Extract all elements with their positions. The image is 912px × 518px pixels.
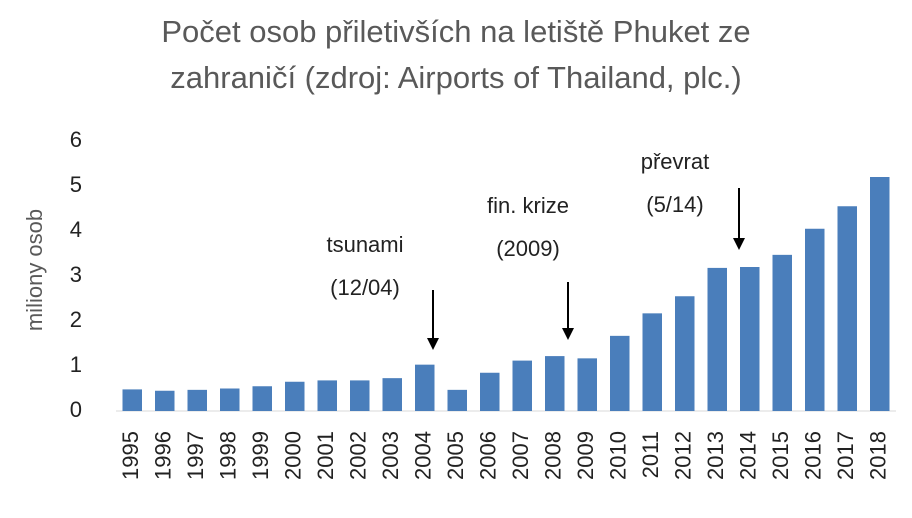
y-tick-label: 2 [70, 307, 82, 332]
annotation-text: převrat [641, 149, 709, 174]
bar [707, 267, 727, 411]
bar [122, 389, 142, 411]
annotation-arrowhead [427, 338, 439, 350]
bar [675, 296, 695, 411]
bar [837, 206, 857, 411]
x-tick-label: 2011 [638, 431, 663, 478]
x-tick-label: 2008 [541, 431, 566, 480]
x-tick-label: 2012 [671, 431, 696, 480]
bar [610, 335, 630, 411]
x-tick-label: 2014 [736, 431, 761, 480]
bar [642, 313, 662, 411]
chart-title: zahraničí (zdroj: Airports of Thailand, … [170, 60, 741, 95]
bar [252, 386, 272, 411]
x-tick-label: 2002 [346, 431, 371, 480]
bar [350, 380, 370, 411]
bar [220, 388, 240, 411]
bar [480, 372, 500, 411]
x-tick-label: 2017 [833, 431, 858, 480]
x-tick-label: 1996 [151, 431, 176, 480]
x-tick-label: 2016 [801, 431, 826, 480]
x-tick-label: 2010 [606, 431, 631, 480]
annotation-text: (2009) [496, 236, 560, 261]
x-tick-label: 1998 [216, 431, 241, 480]
x-tick-label: 1997 [183, 431, 208, 480]
y-tick-label: 6 [70, 127, 82, 152]
x-tick-label: 2013 [703, 431, 728, 480]
x-tick-label: 2004 [411, 431, 436, 480]
y-tick-label: 1 [70, 352, 82, 377]
bar [415, 364, 435, 411]
bar [512, 360, 532, 411]
x-tick-label: 2007 [508, 431, 533, 480]
bar [870, 177, 890, 411]
y-tick-label: 0 [70, 397, 82, 422]
bar [317, 380, 337, 411]
bar [382, 378, 402, 411]
bar [740, 267, 760, 411]
x-tick-label: 2001 [313, 431, 338, 480]
y-tick-label: 4 [70, 217, 82, 242]
bar [285, 381, 305, 411]
y-tick-label: 5 [70, 172, 82, 197]
bar [805, 228, 825, 411]
bar [447, 389, 467, 411]
bar [187, 389, 207, 411]
annotation-text: tsunami [326, 232, 403, 257]
x-tick-label: 2006 [476, 431, 501, 480]
bar [772, 254, 792, 411]
annotation-arrowhead [562, 328, 574, 340]
x-tick-label: 2015 [768, 431, 793, 480]
annotation-text: (12/04) [330, 275, 400, 300]
x-tick-label: 2018 [866, 431, 891, 480]
annotation-text: (5/14) [646, 192, 703, 217]
x-tick-label: 2005 [443, 431, 468, 480]
x-tick-label: 2009 [573, 431, 598, 480]
bar [155, 390, 175, 411]
x-tick-label: 1999 [248, 431, 273, 480]
chart-title: Počet osob přiletivších na letiště Phuke… [161, 14, 750, 49]
x-tick-label: 2003 [378, 431, 403, 480]
annotation-text: fin. krize [487, 193, 569, 218]
x-tick-label: 1995 [118, 431, 143, 480]
x-tick-label: 2000 [281, 431, 306, 480]
y-tick-label: 3 [70, 262, 82, 287]
y-axis-label: miliony osob [22, 209, 47, 331]
bar [577, 358, 597, 411]
annotation-arrowhead [733, 238, 745, 250]
bar [545, 356, 565, 411]
